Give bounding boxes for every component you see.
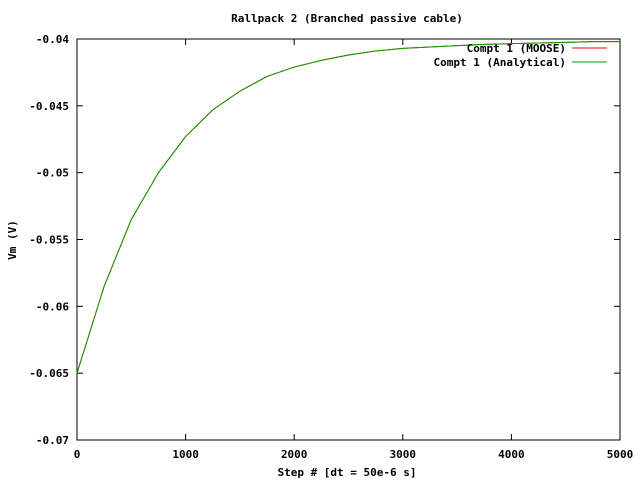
y-tick-label: -0.05 <box>36 167 69 180</box>
x-tick-label: 2000 <box>281 448 308 461</box>
x-tick-label: 0 <box>74 448 81 461</box>
legend-label-analytical: Compt 1 (Analytical) <box>434 56 566 69</box>
y-tick-label: -0.06 <box>36 300 69 313</box>
y-tick-label: -0.045 <box>29 100 69 113</box>
x-tick-label: 5000 <box>607 448 634 461</box>
x-axis: 0 1000 2000 3000 4000 5000 <box>74 39 634 461</box>
plot-frame <box>76 38 621 441</box>
x-tick-label: 1000 <box>172 448 199 461</box>
series-line-analytical <box>76 41 620 374</box>
y-tick-label: -0.07 <box>36 434 69 447</box>
legend: Compt 1 (MOOSE)Compt 1 (Analytical) <box>434 42 607 69</box>
y-axis-label: Vm (V) <box>6 220 19 260</box>
series-line-moose <box>76 41 620 374</box>
series-layer <box>76 41 620 374</box>
y-tick-label: -0.065 <box>29 367 69 380</box>
legend-label-moose: Compt 1 (MOOSE) <box>467 42 566 55</box>
chart-title: Rallpack 2 (Branched passive cable) <box>231 12 463 25</box>
x-tick-label: 4000 <box>498 448 525 461</box>
y-tick-label: -0.04 <box>36 33 69 46</box>
x-tick-label: 3000 <box>390 448 417 461</box>
y-tick-label: -0.055 <box>29 234 69 247</box>
y-axis: -0.07 -0.065 -0.06 -0.055 -0.05 -0.045 -0.04 <box>29 33 620 447</box>
x-axis-label: Step # [dt = 50e-6 s] <box>277 466 416 479</box>
